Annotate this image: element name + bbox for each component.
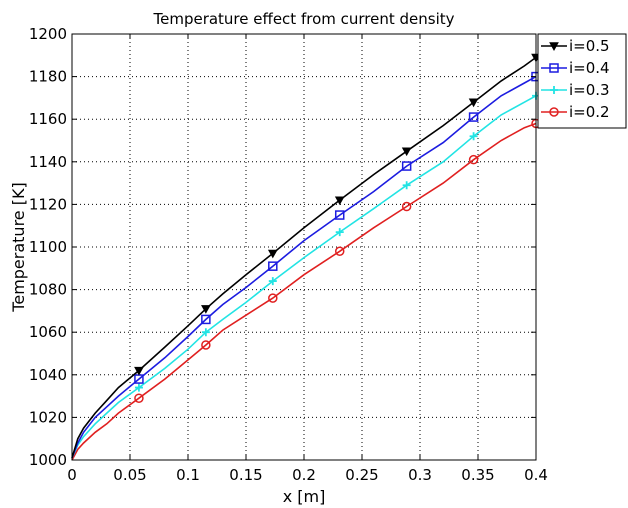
series-i=0.5 [71,53,541,459]
series-line [71,56,537,459]
x-tick-label: 0.4 [524,466,548,484]
y-tick-label: 1100 [29,238,67,256]
data-point [267,249,278,259]
series-i=0.3 [71,91,540,459]
data-point [268,261,278,271]
data-point [469,132,478,141]
y-tick-label: 1160 [29,110,67,128]
data-point [201,314,211,325]
series-line [71,75,537,459]
data-point [468,98,479,108]
legend-marker [549,63,559,73]
series-i=0.2 [71,118,541,461]
data-point [468,112,479,122]
y-tick-label: 1120 [29,195,67,213]
y-tick-label: 1140 [29,153,67,171]
y-tick-label: 1180 [29,68,67,86]
y-tick-label: 1080 [29,281,67,299]
legend-marker [549,42,559,52]
x-tick-label: 0.25 [345,466,378,484]
y-tick-label: 1000 [29,451,67,469]
y-tick-label: 1020 [29,408,67,426]
series-line [71,95,537,459]
legend-entry: i=0.5 [541,37,610,55]
data-point [335,228,344,237]
data-point [201,328,210,337]
chart-title: Temperature effect from current density [152,10,454,28]
data-point [134,383,143,392]
data-point [268,277,277,286]
x-axis-label: x [m] [283,487,326,506]
x-tick-label: 0.35 [461,466,494,484]
y-axis-label: Temperature [K] [9,182,28,312]
data-point [401,201,412,212]
series-layer [71,53,541,461]
data-point [401,147,412,157]
x-tick-label: 0 [67,466,77,484]
legend-label: i=0.3 [569,81,610,99]
legend-entry: i=0.4 [541,59,610,77]
data-point [334,196,345,206]
legend-marker [549,107,559,117]
x-tick-label: 0.05 [113,466,146,484]
legend: i=0.5 i=0.4 i=0.3 i=0.2 [537,33,627,129]
x-tick-label: 0.15 [229,466,262,484]
series-line [71,122,537,461]
legend-label: i=0.4 [569,59,610,77]
y-tick-label: 1040 [29,366,67,384]
data-point [401,161,412,171]
data-point [201,340,211,350]
data-point [334,210,345,220]
grid [72,34,536,460]
x-tick-label: 0.1 [176,466,200,484]
legend-entry: i=0.3 [541,81,610,99]
ticks: 0 0.05 0.1 0.15 0.2 0.25 0.3 0.35 0.4 1000 1020 104… [29,25,548,484]
data-point [402,181,411,190]
data-point [201,305,211,314]
data-point [134,366,144,376]
y-tick-label: 1200 [29,25,67,43]
x-tick-label: 0.3 [408,466,432,484]
legend-marker [550,86,558,94]
data-point [268,293,278,303]
data-point [134,393,144,403]
data-point [334,246,345,257]
y-tick-label: 1060 [29,323,67,341]
data-point [468,154,479,165]
series-i=0.4 [71,71,541,459]
legend-label: i=0.2 [569,103,610,121]
legend-entry: i=0.2 [541,103,610,121]
legend-label: i=0.5 [569,37,610,55]
x-tick-label: 0.2 [292,466,316,484]
